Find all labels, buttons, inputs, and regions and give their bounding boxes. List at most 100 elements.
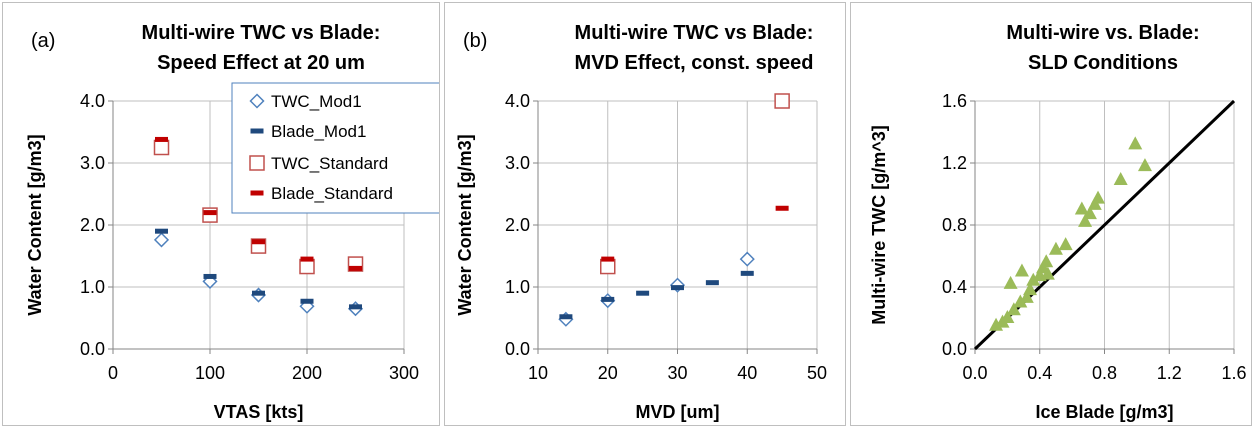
data-point <box>1006 302 1021 316</box>
data-point <box>774 93 790 109</box>
data-point <box>252 290 265 296</box>
data-point <box>740 270 754 276</box>
legend-marker <box>249 93 265 109</box>
data-point <box>349 265 362 271</box>
chart-title-line-1: Multi-wire TWC vs Blade: <box>575 22 814 44</box>
x-tick-label: 20 <box>598 363 618 383</box>
y-tick-label: 3.0 <box>80 153 105 173</box>
data-point <box>1023 282 1038 296</box>
x-tick-label: 50 <box>807 363 827 383</box>
x-tick-label: 30 <box>667 363 687 383</box>
data-point <box>1040 266 1055 280</box>
data-point <box>153 232 170 248</box>
legend-marker <box>249 155 265 171</box>
data-point <box>1026 272 1041 286</box>
data-point <box>203 273 217 279</box>
data-point <box>155 228 168 234</box>
y-tick-label: 4.0 <box>80 91 105 111</box>
data-point <box>1003 275 1018 289</box>
data-point <box>1048 241 1063 255</box>
x-tick-label: 0.8 <box>1092 363 1117 383</box>
x-tick-label: 0 <box>108 363 118 383</box>
data-point <box>1014 263 1029 277</box>
y-tick-label: 1.2 <box>942 153 967 173</box>
y-tick-label: 2.0 <box>80 215 105 235</box>
legend-label: TWC_Standard <box>271 154 388 173</box>
data-point <box>203 210 217 216</box>
x-axis-label: VTAS [kts] <box>214 402 304 422</box>
chart-svg: (a) Multi-wire TWC vs Blade: Speed Effect … <box>25 22 439 422</box>
x-tick-label: 300 <box>389 363 419 383</box>
data-point <box>1082 206 1097 220</box>
data-point <box>636 290 650 296</box>
y-tick-label: 0.0 <box>505 339 530 359</box>
x-axis-label: MVD [um] <box>636 402 720 422</box>
y-tick-label: 3.0 <box>505 153 530 173</box>
legend-marker <box>250 128 264 134</box>
y-tick-label: 1.0 <box>505 277 530 297</box>
series-blade-mod1 <box>559 270 754 320</box>
panel-speed-effect: (a) Multi-wire TWC vs Blade: Speed Effect … <box>2 2 440 426</box>
data-point <box>349 304 362 310</box>
legend-label: Blade_Mod1 <box>271 122 366 141</box>
data-point <box>1128 136 1143 150</box>
x-tick-label: 200 <box>292 363 322 383</box>
data-point <box>559 314 573 320</box>
data-point <box>1074 201 1089 215</box>
series-blade-standard <box>601 205 789 262</box>
panel-label: (b) <box>463 30 487 52</box>
x-tick-label: 40 <box>737 363 757 383</box>
x-tick-label: 10 <box>528 363 548 383</box>
data-point <box>1078 213 1093 227</box>
data-point <box>1013 294 1028 308</box>
data-point <box>252 239 265 245</box>
x-tick-label: 1.6 <box>1221 363 1246 383</box>
chart-title-line-2: SLD Conditions <box>1028 52 1178 74</box>
data-point <box>1039 254 1054 268</box>
chart-svg: (b) Multi-wire TWC vs Blade: MVD Effect, c… <box>455 22 827 422</box>
y-tick-label: 0.0 <box>80 339 105 359</box>
data-point <box>1019 289 1034 303</box>
y-tick-label: 0.4 <box>942 277 967 297</box>
y-axis-label: Multi-wire TWC [g/m^3] <box>869 125 889 325</box>
y-tick-label: 1.6 <box>942 91 967 111</box>
series-twc-standard <box>600 93 790 275</box>
data-point <box>300 298 314 304</box>
legend-box <box>231 82 439 214</box>
data-point <box>739 251 755 267</box>
chart-svg: Multi-wire vs. Blade: SLD Conditions 0.0 0.… <box>869 22 1247 422</box>
data-point <box>671 285 684 291</box>
panel-sld-conditions: Multi-wire vs. Blade: SLD Conditions 0.0 0.… <box>850 2 1252 426</box>
panel-label: (a) <box>31 30 55 52</box>
data-point <box>299 258 315 275</box>
y-tick-label: 4.0 <box>505 91 530 111</box>
x-tick-label: 0.0 <box>962 363 987 383</box>
data-point <box>1137 158 1152 172</box>
data-point <box>1091 190 1106 204</box>
y-axis-label: Water Content [g/m3] <box>455 134 475 315</box>
data-point <box>1058 237 1073 251</box>
legend: TWC_Mod1 Blade_Mod1 TWC_Standard Blade_Stan… <box>231 82 439 214</box>
chart-title-line-1: Multi-wire TWC vs Blade: <box>142 22 381 44</box>
chart-title-line-2: MVD Effect, const. speed <box>575 52 814 74</box>
data-point <box>775 205 789 211</box>
series-sld-points <box>989 136 1152 331</box>
chart-title-line-1: Multi-wire vs. Blade: <box>1006 22 1199 44</box>
x-tick-label: 1.2 <box>1157 363 1182 383</box>
series-twc-mod1 <box>558 251 755 327</box>
data-point <box>300 256 314 262</box>
panel-mvd-effect: (b) Multi-wire TWC vs Blade: MVD Effect, c… <box>444 2 846 426</box>
series-blade-mod1 <box>155 228 362 310</box>
data-point <box>153 139 170 156</box>
data-point <box>600 258 616 275</box>
data-point <box>705 280 719 286</box>
data-point <box>1113 172 1128 186</box>
series-blade-standard <box>155 136 362 271</box>
legend-label: TWC_Mod1 <box>271 92 362 111</box>
x-axis-label: Ice Blade [g/m3] <box>1035 402 1173 422</box>
y-tick-label: 1.0 <box>80 277 105 297</box>
reference-line <box>973 99 1236 351</box>
x-tick-label: 100 <box>195 363 225 383</box>
y-axis-label: Water Content [g/m3] <box>25 134 45 315</box>
